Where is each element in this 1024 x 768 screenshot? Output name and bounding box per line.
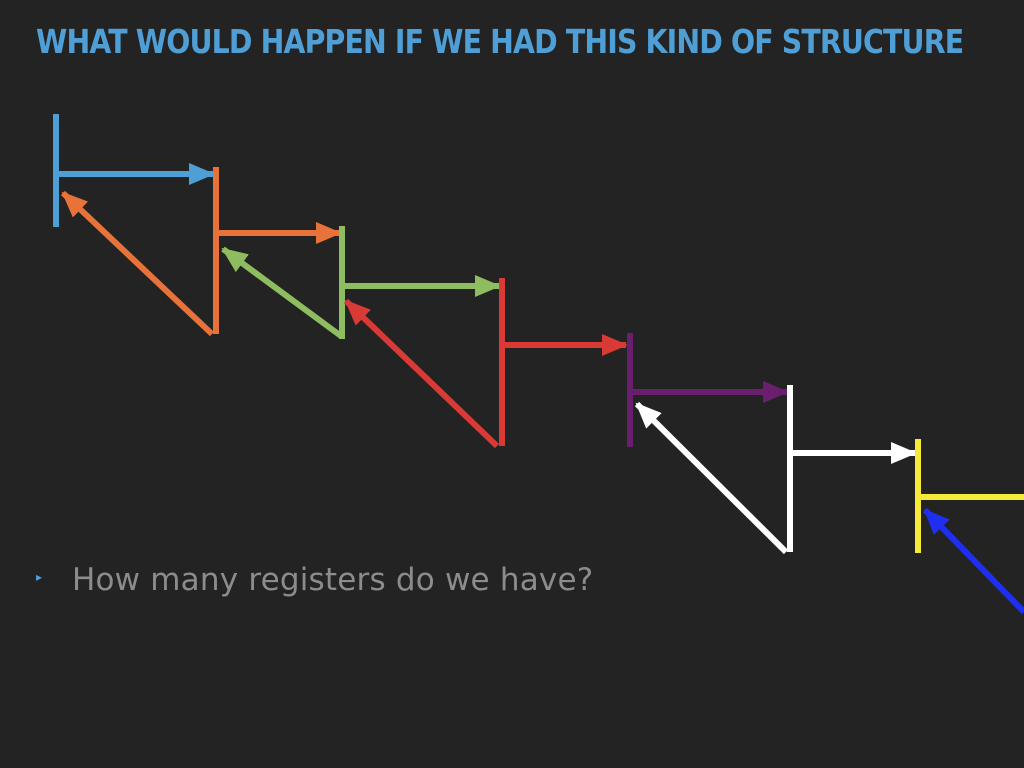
slide-title: WHAT WOULD HAPPEN IF WE HAD THIS KIND OF… xyxy=(36,22,964,61)
bullet-item: ▸ How many registers do we have? xyxy=(36,562,593,598)
frame-4-return-arrow xyxy=(343,298,500,449)
frame-6-return-arrow xyxy=(634,401,789,555)
bullet-triangle-icon: ▸ xyxy=(36,570,43,584)
frame-3-return-arrow xyxy=(221,246,343,339)
frame-8-return-arrow xyxy=(922,507,1024,615)
frame-2-return-arrow xyxy=(60,190,215,337)
bullet-text: How many registers do we have? xyxy=(72,562,594,598)
